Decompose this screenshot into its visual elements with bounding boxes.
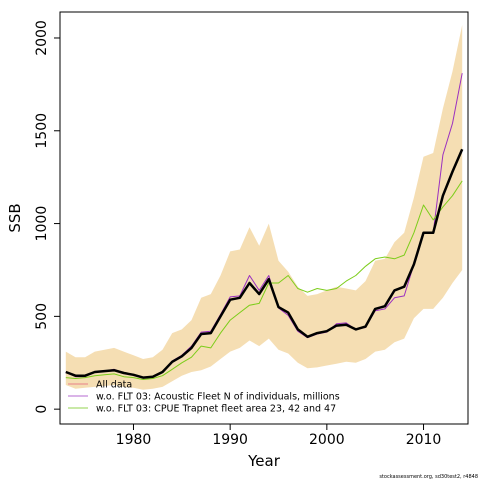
y-tick-label: 1500 [34,113,50,149]
y-tick-label: 1000 [34,206,50,242]
x-tick-label: 2000 [309,432,345,448]
legend-label-1: w.o. FLT 03: Acoustic Fleet N of individ… [96,392,340,403]
legend-label-0: All data [96,380,132,391]
plot-area-frame [59,11,469,425]
y-axis: 0 500 1000 1500 2000 [34,20,60,414]
confidence-band [65,25,463,390]
y-tick-label: 2000 [34,20,50,56]
x-tick-label: 2010 [406,432,442,448]
x-tick-label: 1980 [116,432,152,448]
x-tick-label: 1990 [212,432,248,448]
credit-text: stockassessment.org, sd30test2, r4848 [379,474,478,480]
series-lines [65,73,464,380]
y-tick-label: 500 [34,303,50,330]
legend-label-2: w.o. FLT 03: CPUE Trapnet fleet area 23,… [96,404,336,415]
y-axis-title: SSB [6,203,24,232]
series-line-0 [65,148,464,379]
x-axis: 1980 1990 2000 2010 [116,424,442,448]
confidence-band-area [65,25,463,390]
x-axis-title: Year [247,452,281,470]
series-line-2 [65,180,463,380]
y-tick-label: 0 [34,405,50,414]
